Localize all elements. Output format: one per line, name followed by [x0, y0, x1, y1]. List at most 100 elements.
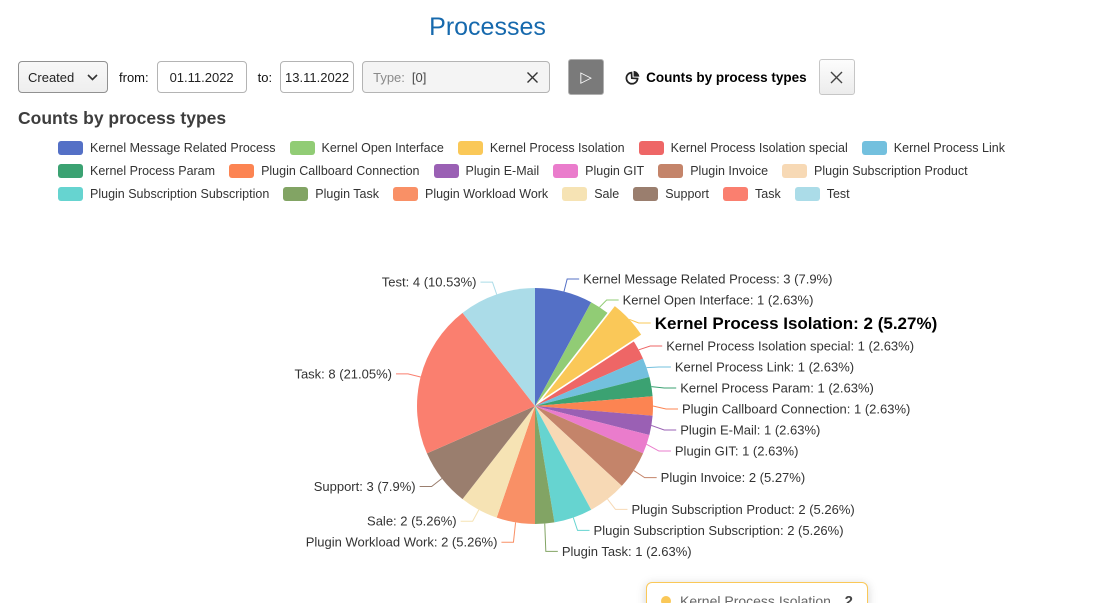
pie-label: Plugin Workload Work: 2 (5.26%): [306, 535, 498, 550]
tooltip-value: 2: [844, 592, 853, 603]
legend-swatch: [58, 141, 83, 155]
pie-slice[interactable]: [535, 406, 650, 454]
pie-chart-icon: [625, 70, 640, 85]
legend-item[interactable]: Plugin Workload Work: [392, 187, 549, 201]
from-label: from:: [119, 69, 149, 85]
legend-item[interactable]: Plugin Subscription Subscription: [58, 187, 269, 201]
pie-slice[interactable]: [426, 406, 535, 500]
pie-slice[interactable]: [462, 288, 535, 406]
legend-item[interactable]: Plugin E-Mail: [433, 164, 540, 178]
pie-slice[interactable]: [535, 406, 644, 486]
legend-swatch: [562, 187, 588, 201]
pie-label: Kernel Open Interface: 1 (2.63%): [623, 293, 814, 308]
pie-slice[interactable]: [535, 406, 592, 523]
pie-label-line: [651, 386, 677, 389]
pie-label: Kernel Process Link: 1 (2.63%): [675, 360, 854, 375]
legend-swatch: [638, 141, 664, 155]
legend-item[interactable]: Plugin Subscription Product: [782, 164, 968, 178]
pie-label-line: [652, 405, 678, 410]
pie-slice[interactable]: [535, 406, 622, 510]
legend-item[interactable]: Kernel Process Isolation: [457, 141, 625, 155]
legend-item[interactable]: Kernel Message Related Process: [58, 141, 276, 155]
from-date-input[interactable]: [156, 61, 247, 93]
legend-swatch: [553, 164, 579, 178]
pie-slice[interactable]: [535, 406, 653, 435]
legend-label: Kernel Process Param: [90, 164, 216, 178]
panel-close-button[interactable]: [818, 59, 855, 95]
pie-label-line: [419, 478, 443, 487]
legend-label: Kernel Open Interface: [321, 141, 444, 155]
pie-slice[interactable]: [496, 406, 535, 524]
filter-toolbar: Created from: to: Type: [0] ▷ Counts by …: [18, 59, 855, 95]
pie-label-line: [480, 281, 498, 295]
pie-label-line: [501, 522, 517, 543]
legend-label: Test: [826, 187, 850, 201]
pie-label-line: [563, 278, 580, 292]
type-filter-field[interactable]: Type: [0]: [362, 61, 551, 93]
pie-label: Plugin Subscription Subscription: 2 (5.2…: [594, 523, 844, 538]
pie-label-line: [460, 509, 480, 522]
page-title: Processes: [429, 13, 546, 41]
pie-label-line: [638, 345, 663, 351]
pie-label: Kernel Process Isolation special: 1 (2.6…: [666, 339, 914, 354]
pie-slice[interactable]: [535, 358, 650, 406]
to-date-input[interactable]: [280, 61, 355, 93]
legend-item[interactable]: Kernel Process Link: [861, 141, 1005, 155]
pie-label: Test: 4 (10.53%): [382, 275, 477, 290]
pie-label-line: [646, 443, 671, 452]
chart-legend: Kernel Message Related Process Kernel Ope…: [58, 141, 1023, 201]
legend-item[interactable]: Kernel Process Param: [58, 164, 215, 178]
chart-tooltip: Kernel Process Isolation 2: [646, 582, 868, 603]
legend-label: Task: [755, 187, 781, 201]
legend-label: Plugin Task: [315, 187, 379, 201]
legend-swatch: [723, 187, 748, 201]
legend-item[interactable]: Test: [794, 187, 850, 201]
legend-item[interactable]: Plugin Callboard Connection: [229, 164, 420, 178]
close-icon: [830, 71, 843, 83]
legend-swatch: [392, 187, 418, 201]
legend-swatch: [283, 187, 309, 201]
legend-label: Plugin E-Mail: [465, 164, 540, 178]
pie-slice[interactable]: [542, 306, 642, 400]
type-clear-icon[interactable]: [526, 71, 539, 84]
run-button[interactable]: ▷: [568, 59, 605, 95]
pie-slice[interactable]: [535, 302, 608, 406]
pie-slice[interactable]: [417, 312, 535, 454]
legend-swatch: [794, 187, 820, 201]
legend-item[interactable]: Task: [723, 187, 781, 201]
legend-label: Plugin Invoice: [690, 164, 769, 178]
legend-swatch: [658, 164, 684, 178]
pie-slice[interactable]: [535, 288, 592, 406]
pie-slice[interactable]: [535, 377, 653, 406]
pie-label: Plugin Callboard Connection: 1 (2.63%): [682, 402, 910, 417]
legend-item[interactable]: Plugin Task: [283, 187, 379, 201]
legend-swatch: [861, 141, 887, 155]
pie-label-line: [646, 366, 671, 369]
legend-label: Plugin Callboard Connection: [261, 164, 420, 178]
legend-label: Plugin Subscription Subscription: [90, 187, 270, 201]
legend-item[interactable]: Kernel Process Isolation special: [638, 141, 848, 155]
pie-label-line: [572, 517, 590, 531]
legend-item[interactable]: Plugin Invoice: [658, 164, 768, 178]
play-icon: ▷: [580, 69, 592, 86]
pie-label: Plugin Subscription Product: 2 (5.26%): [631, 502, 854, 517]
legend-item[interactable]: Plugin GIT: [553, 164, 644, 178]
pie-label: Support: 3 (7.9%): [314, 479, 416, 494]
legend-item[interactable]: Kernel Open Interface: [289, 141, 444, 155]
pie-label: Plugin Invoice: 2 (5.27%): [661, 470, 806, 485]
created-select[interactable]: Created: [18, 61, 108, 93]
legend-item[interactable]: Sale: [562, 187, 619, 201]
legend-label: Plugin Workload Work: [424, 187, 549, 201]
tooltip-series-dot: [661, 596, 671, 603]
to-label: to:: [257, 69, 273, 85]
legend-item[interactable]: Support: [633, 187, 709, 201]
pie-slice[interactable]: [535, 341, 644, 406]
created-select-value: Created: [28, 69, 75, 85]
pie-label-line: [396, 373, 421, 378]
pie-chart-canvas: Kernel Message Related Process: 3 (7.9%)…: [294, 272, 937, 559]
pie-label: Plugin GIT: 1 (2.63%): [675, 444, 799, 459]
pie-slice[interactable]: [462, 406, 535, 518]
pie-label-line: [633, 470, 657, 479]
pie-slice[interactable]: [535, 406, 555, 524]
pie-slice[interactable]: [535, 396, 654, 416]
